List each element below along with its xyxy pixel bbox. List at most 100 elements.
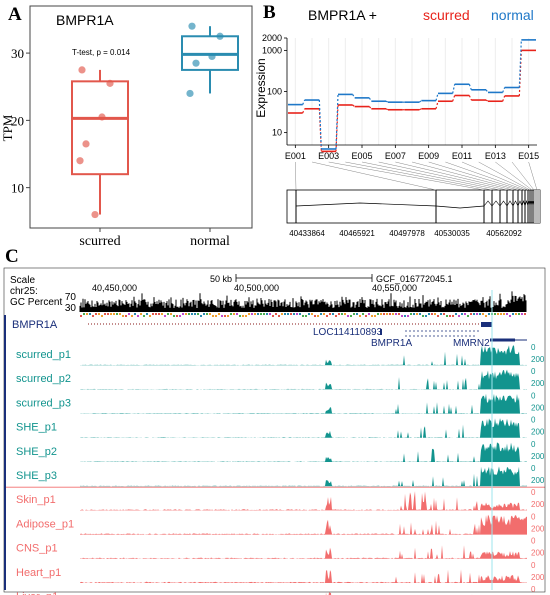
chart-b-xtick-label: E009 xyxy=(418,151,439,161)
signal-tracks: scurred_p1 0 200 scurred_p2 0 200 scurred_p3 0 2… xyxy=(3,267,546,595)
repeat-mark xyxy=(419,313,421,315)
exon-link xyxy=(311,161,437,191)
track-scale-min: 0 xyxy=(531,464,536,473)
repeat-mark xyxy=(344,313,346,315)
track-SHE_p3: SHE_p3 0 200 xyxy=(16,464,545,487)
repeat-mark xyxy=(470,313,472,315)
browser-gc-label: GC Percent xyxy=(10,297,62,308)
series-connector xyxy=(302,108,306,114)
chart-b-ylabel: Expression xyxy=(254,58,268,117)
series-connector xyxy=(452,84,456,94)
signal-area xyxy=(80,418,527,438)
panel-a: A BMPR1A T-test, p = 0.014 TPM 10 20 30 sc… xyxy=(0,4,253,249)
track-scale-min: 0 xyxy=(531,561,536,570)
exon-link xyxy=(295,161,297,191)
repeat-mark xyxy=(287,313,289,315)
chart-b-ytick-label: 100 xyxy=(267,87,282,97)
panel-label-b: B xyxy=(263,2,276,23)
signal-area xyxy=(80,442,527,462)
chart-a-xtick-label: scurred xyxy=(79,234,120,249)
genomic-tick-label: 40465921 xyxy=(339,229,375,238)
track-Adipose_p1: Adipose_p1 0 200 xyxy=(16,512,545,535)
chart-a-xtick-label: normal xyxy=(190,234,230,249)
repeat-mark xyxy=(347,315,349,317)
gene-model-frame xyxy=(286,189,541,224)
series-scurred xyxy=(288,49,536,153)
repeat-mark xyxy=(194,313,196,315)
track-SHE_p2: SHE_p2 0 200 xyxy=(16,440,545,462)
repeat-mark xyxy=(218,313,220,315)
exon-link xyxy=(428,161,523,191)
repeat-mark xyxy=(227,315,229,317)
browser-chrom-label: chr25: xyxy=(10,286,38,297)
track-scale-max: 200 xyxy=(531,403,545,412)
repeat-mark xyxy=(101,315,103,317)
track-scale-max: 200 xyxy=(531,355,545,364)
repeat-mark xyxy=(239,315,241,317)
repeat-mark xyxy=(86,313,88,315)
chart-b-ytick-label: 10 xyxy=(272,128,282,138)
repeat-mark xyxy=(92,315,94,317)
series-connector xyxy=(385,108,389,111)
repeat-mark xyxy=(506,313,508,315)
repeat-mark xyxy=(299,313,301,315)
gene-block xyxy=(380,329,382,335)
track-scale-min: 0 xyxy=(531,367,536,376)
series-connector xyxy=(435,101,439,109)
track-label: scurred_p2 xyxy=(16,373,71,385)
repeat-mark xyxy=(479,313,481,315)
chart-a-yaxis: 10 20 30 xyxy=(11,46,30,196)
track-scurred_p3: scurred_p3 0 200 xyxy=(16,391,545,414)
repeat-mark xyxy=(98,313,100,315)
exon-link xyxy=(445,161,526,191)
repeat-mark xyxy=(251,313,253,315)
box-iqr xyxy=(71,80,129,176)
repeat-mark xyxy=(146,313,148,315)
intron-line xyxy=(517,200,523,207)
repeat-mark xyxy=(80,315,82,317)
repeat-mark xyxy=(521,313,523,315)
repeat-mark xyxy=(260,313,262,315)
repeat-mark xyxy=(350,315,352,317)
repeat-mark xyxy=(191,313,193,315)
series-connector xyxy=(452,95,456,102)
repeat-mark xyxy=(290,313,292,315)
repeat-mark xyxy=(386,313,388,315)
track-scale-max: 200 xyxy=(531,428,545,437)
repeat-mark xyxy=(275,313,277,315)
browser-frame xyxy=(3,267,546,593)
repeat-mark xyxy=(365,315,367,317)
data-point xyxy=(78,66,86,74)
repeat-mark xyxy=(257,313,259,315)
repeat-mark xyxy=(329,313,331,315)
chart-a-boxes xyxy=(71,22,239,219)
track-scale-min: 0 xyxy=(531,512,536,521)
repeat-mark xyxy=(422,315,424,317)
series-connector xyxy=(485,89,489,93)
box-scurred xyxy=(71,66,129,219)
signal-area xyxy=(80,545,527,559)
data-point xyxy=(106,79,114,87)
repeat-mark xyxy=(248,313,250,315)
repeat-mark xyxy=(371,315,373,317)
repeat-mark xyxy=(323,313,325,315)
repeat-mark xyxy=(296,313,298,315)
repeat-mark xyxy=(515,313,517,315)
signal-area xyxy=(80,491,527,511)
track-label: SHE_p1 xyxy=(16,422,57,434)
track-scale-max: 200 xyxy=(531,379,545,388)
repeat-mark xyxy=(134,313,136,315)
repeat-mark xyxy=(425,315,427,317)
repeat-mark xyxy=(368,313,370,315)
repeat-mark xyxy=(176,315,178,317)
data-point xyxy=(91,210,99,219)
exon-link xyxy=(461,161,529,191)
chart-b-xtick-label: E007 xyxy=(385,151,406,161)
signal-area xyxy=(80,466,527,487)
repeat-mark xyxy=(335,315,337,317)
track-scale-min: 0 xyxy=(531,416,536,425)
legend-scurred: scurred xyxy=(423,7,470,23)
track-label: Heart_p1 xyxy=(16,567,61,579)
panel-c: C Scale chr25: GC Percent 70 30 50 kb GC… xyxy=(3,246,546,595)
repeat-mark xyxy=(389,313,391,315)
